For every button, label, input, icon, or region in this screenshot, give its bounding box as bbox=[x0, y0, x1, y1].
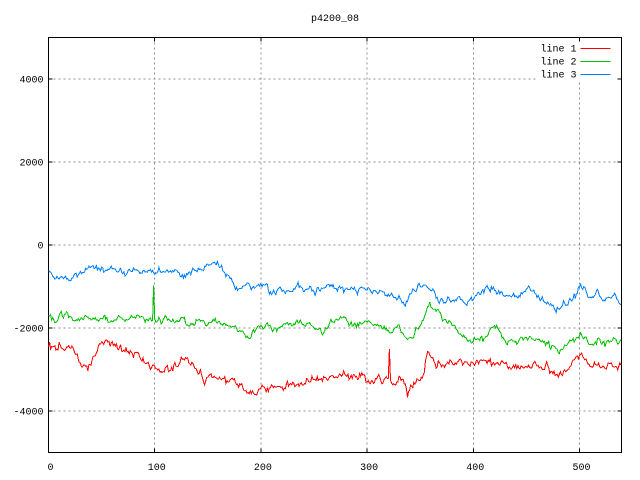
svg-text:line 1: line 1 bbox=[540, 44, 576, 56]
svg-text:4000: 4000 bbox=[19, 76, 43, 87]
svg-text:line 2: line 2 bbox=[540, 57, 576, 69]
svg-text:-2000: -2000 bbox=[13, 325, 43, 336]
svg-text:p4200_08: p4200_08 bbox=[311, 14, 359, 25]
svg-text:-4000: -4000 bbox=[13, 408, 43, 419]
svg-text:0: 0 bbox=[47, 463, 53, 474]
svg-text:line 3: line 3 bbox=[540, 70, 576, 82]
svg-text:200: 200 bbox=[254, 463, 272, 474]
svg-text:300: 300 bbox=[360, 463, 378, 474]
svg-text:100: 100 bbox=[148, 463, 166, 474]
svg-text:0: 0 bbox=[37, 242, 43, 253]
svg-text:400: 400 bbox=[466, 463, 484, 474]
svg-text:500: 500 bbox=[572, 463, 590, 474]
svg-text:2000: 2000 bbox=[19, 159, 43, 170]
